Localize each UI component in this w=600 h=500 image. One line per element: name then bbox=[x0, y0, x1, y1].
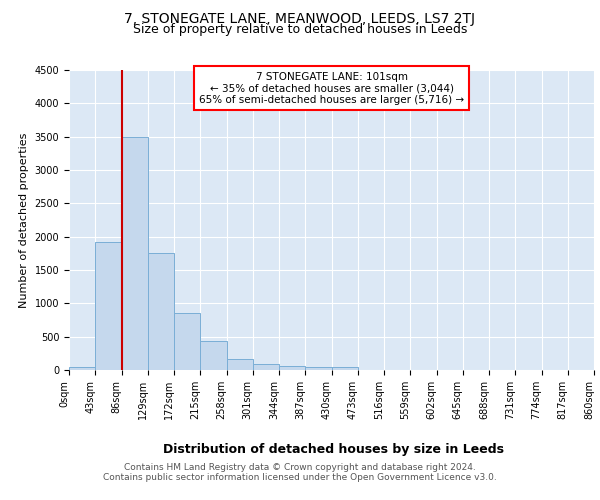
Bar bbox=[331, 367, 358, 370]
Bar bbox=[69, 366, 95, 370]
Bar bbox=[121, 136, 148, 370]
Y-axis label: Number of detached properties: Number of detached properties bbox=[19, 132, 29, 308]
Text: 7 STONEGATE LANE: 101sqm
← 35% of detached houses are smaller (3,044)
65% of sem: 7 STONEGATE LANE: 101sqm ← 35% of detach… bbox=[199, 72, 464, 104]
Bar bbox=[200, 340, 227, 370]
Text: 7, STONEGATE LANE, MEANWOOD, LEEDS, LS7 2TJ: 7, STONEGATE LANE, MEANWOOD, LEEDS, LS7 … bbox=[125, 12, 476, 26]
Text: Size of property relative to detached houses in Leeds: Size of property relative to detached ho… bbox=[133, 22, 467, 36]
Bar bbox=[279, 366, 305, 370]
Text: Contains public sector information licensed under the Open Government Licence v3: Contains public sector information licen… bbox=[103, 474, 497, 482]
Bar bbox=[227, 359, 253, 370]
Bar bbox=[305, 367, 331, 370]
Bar bbox=[95, 242, 121, 370]
Bar bbox=[174, 314, 200, 370]
Text: Contains HM Land Registry data © Crown copyright and database right 2024.: Contains HM Land Registry data © Crown c… bbox=[124, 464, 476, 472]
Bar bbox=[253, 364, 279, 370]
Text: Distribution of detached houses by size in Leeds: Distribution of detached houses by size … bbox=[163, 442, 503, 456]
Bar bbox=[148, 254, 174, 370]
